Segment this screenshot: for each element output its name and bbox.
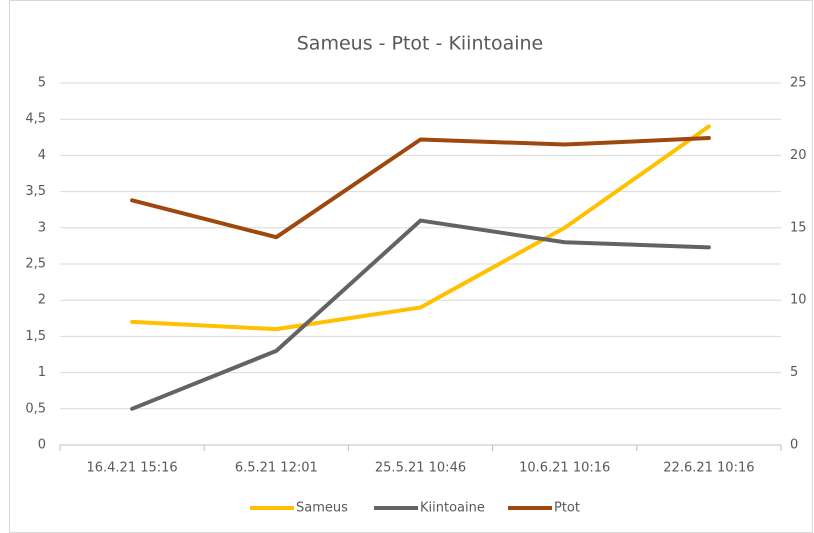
- y-tick-label: 4,5: [25, 112, 46, 127]
- chart-border: [9, 0, 813, 533]
- legend-label: Ptot: [554, 501, 580, 516]
- y-tick-label: 0,5: [25, 401, 46, 416]
- x-tick-label: 16.4.21 15:16: [86, 461, 177, 476]
- y-tick-label: 4: [38, 148, 46, 163]
- legend-label: Sameus: [296, 501, 348, 516]
- y2-tick-label: 15: [790, 220, 807, 235]
- y2-tick-label: 5: [790, 365, 798, 380]
- y-tick-label: 2,5: [25, 257, 46, 272]
- y-tick-label: 1,5: [25, 329, 46, 344]
- y-tick-label: 2: [38, 293, 46, 308]
- y2-tick-label: 0: [790, 438, 798, 453]
- x-tick-label: 6.5.21 12:01: [235, 461, 318, 476]
- x-tick-label: 25.5.21 10:46: [375, 461, 466, 476]
- x-tick-label: 22.6.21 10:16: [663, 461, 754, 476]
- legend-label: Kiintoaine: [420, 501, 485, 516]
- y2-tick-label: 20: [790, 148, 807, 163]
- series-line: [130, 136, 711, 240]
- y-tick-label: 5: [38, 76, 46, 91]
- chart-title: Sameus - Ptot - Kiintoaine: [297, 33, 543, 55]
- y-tick-label: 0: [38, 438, 46, 453]
- y-tick-label: 3,5: [25, 184, 46, 199]
- y-tick-label: 3: [38, 220, 46, 235]
- y2-tick-label: 10: [790, 293, 807, 308]
- series-line: [130, 218, 711, 411]
- x-tick-label: 10.6.21 10:16: [519, 461, 610, 476]
- y2-tick-label: 25: [790, 76, 807, 91]
- y-tick-label: 1: [38, 365, 46, 380]
- series-line: [130, 124, 711, 332]
